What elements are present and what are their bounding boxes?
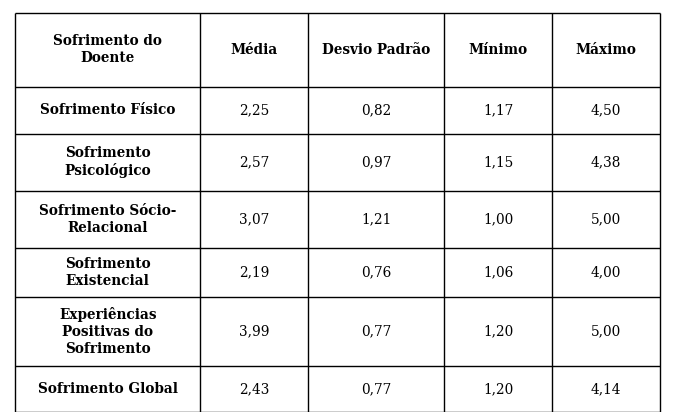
Text: Sofrimento do
Doente: Sofrimento do Doente [53, 35, 162, 65]
Text: 1,17: 1,17 [483, 103, 513, 117]
Text: 2,43: 2,43 [239, 382, 269, 396]
Text: 0,97: 0,97 [361, 155, 391, 169]
Text: Desvio Padrão: Desvio Padrão [322, 43, 430, 57]
Text: 0,82: 0,82 [361, 103, 391, 117]
Text: 5,00: 5,00 [591, 212, 621, 226]
Text: 2,19: 2,19 [239, 265, 269, 279]
Text: 5,00: 5,00 [591, 325, 621, 339]
Text: Experiências
Positivas do
Sofrimento: Experiências Positivas do Sofrimento [59, 307, 156, 356]
Text: Sofrimento Sócio-
Relacional: Sofrimento Sócio- Relacional [39, 204, 176, 234]
Text: 4,14: 4,14 [591, 382, 621, 396]
Text: Máximo: Máximo [576, 43, 636, 57]
Text: Sofrimento
Psicológico: Sofrimento Psicológico [64, 146, 151, 178]
Text: 1,20: 1,20 [483, 325, 513, 339]
Text: 4,38: 4,38 [591, 155, 621, 169]
Text: Média: Média [231, 43, 277, 57]
Text: 0,77: 0,77 [361, 382, 391, 396]
Text: Sofrimento
Existencial: Sofrimento Existencial [65, 257, 151, 288]
Text: 4,00: 4,00 [591, 265, 621, 279]
Text: 0,76: 0,76 [361, 265, 391, 279]
Text: 3,07: 3,07 [239, 212, 269, 226]
Text: 1,00: 1,00 [483, 212, 513, 226]
Text: 1,15: 1,15 [483, 155, 513, 169]
Text: Sofrimento Global: Sofrimento Global [38, 382, 178, 396]
Text: 2,25: 2,25 [239, 103, 269, 117]
Text: 3,99: 3,99 [239, 325, 269, 339]
Text: Mínimo: Mínimo [468, 43, 528, 57]
Text: 2,57: 2,57 [239, 155, 269, 169]
Text: Sofrimento Físico: Sofrimento Físico [40, 103, 176, 117]
Text: 1,20: 1,20 [483, 382, 513, 396]
Text: 0,77: 0,77 [361, 325, 391, 339]
Text: 4,50: 4,50 [591, 103, 621, 117]
Text: 1,21: 1,21 [361, 212, 391, 226]
Text: 1,06: 1,06 [483, 265, 513, 279]
